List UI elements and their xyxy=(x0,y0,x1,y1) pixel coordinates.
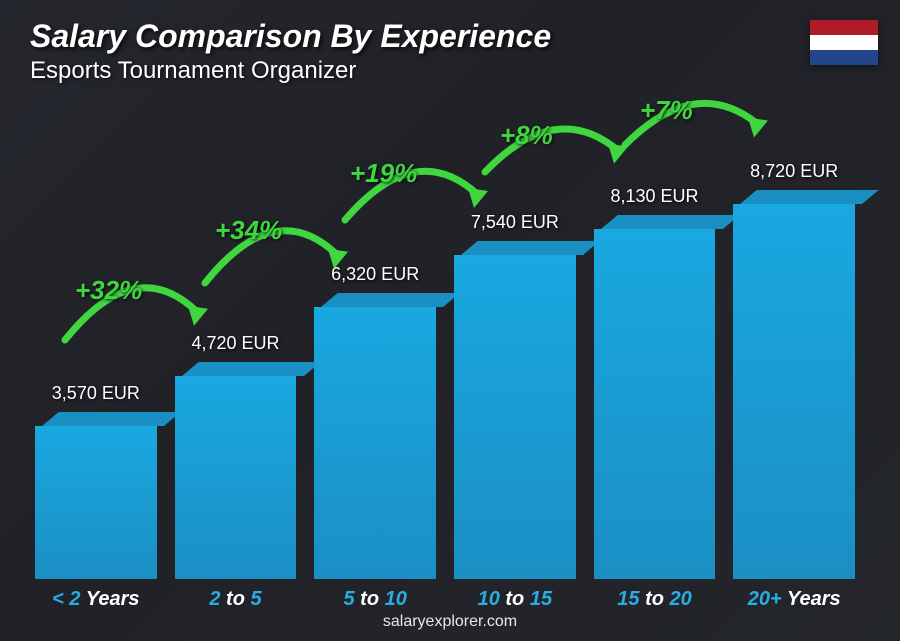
bar-front-face xyxy=(314,307,436,579)
bar-column: 8,720 EUR20+ Years xyxy=(733,161,855,579)
bar-top-face xyxy=(740,190,878,204)
flag-stripe xyxy=(810,35,878,50)
bar-front-face xyxy=(35,426,157,580)
change-percent-label: +19% xyxy=(350,158,417,189)
x-axis-label: 2 to 5 xyxy=(175,588,297,611)
bar xyxy=(733,190,855,579)
chart-subtitle: Esports Tournament Organizer xyxy=(30,57,870,85)
x-axis-label: 5 to 10 xyxy=(314,588,436,611)
bar-top-face xyxy=(182,362,320,376)
bar xyxy=(314,293,436,579)
bar-front-face xyxy=(454,255,576,579)
bar xyxy=(594,215,716,579)
bar-top-face xyxy=(321,293,459,307)
bar-value-label: 6,320 EUR xyxy=(331,264,419,285)
bar-column: 4,720 EUR2 to 5 xyxy=(175,333,297,579)
bar-column: 7,540 EUR10 to 15 xyxy=(454,212,576,579)
flag-stripe xyxy=(810,50,878,65)
change-percent-label: +8% xyxy=(500,120,553,151)
bar-front-face xyxy=(733,204,855,579)
bar-front-face xyxy=(594,229,716,579)
bar-value-label: 7,540 EUR xyxy=(471,212,559,233)
bar-chart: 3,570 EUR< 2 Years4,720 EUR2 to 56,320 E… xyxy=(35,99,855,579)
bar-top-face xyxy=(461,241,599,255)
change-percent-label: +7% xyxy=(640,95,693,126)
bar xyxy=(454,241,576,579)
flag-stripe xyxy=(810,20,878,35)
bar-top-face xyxy=(601,215,739,229)
change-percent-label: +32% xyxy=(75,275,142,306)
x-axis-label: 20+ Years xyxy=(733,588,855,611)
flag-icon xyxy=(810,20,878,65)
change-percent-label: +34% xyxy=(215,215,282,246)
chart-title: Salary Comparison By Experience xyxy=(30,18,870,55)
x-axis-label: 15 to 20 xyxy=(594,588,716,611)
bar xyxy=(35,412,157,580)
bar-value-label: 4,720 EUR xyxy=(191,333,279,354)
footer-source: salaryexplorer.com xyxy=(0,613,900,631)
bar-top-face xyxy=(42,412,180,426)
bar-value-label: 8,130 EUR xyxy=(610,186,698,207)
bar xyxy=(175,362,297,579)
bar-column: 3,570 EUR< 2 Years xyxy=(35,383,157,580)
bar-column: 8,130 EUR15 to 20 xyxy=(594,186,716,579)
bar-front-face xyxy=(175,376,297,579)
x-axis-label: < 2 Years xyxy=(35,588,157,611)
x-axis-label: 10 to 15 xyxy=(454,588,576,611)
bar-value-label: 8,720 EUR xyxy=(750,161,838,182)
bar-column: 6,320 EUR5 to 10 xyxy=(314,264,436,579)
bar-value-label: 3,570 EUR xyxy=(52,383,140,404)
